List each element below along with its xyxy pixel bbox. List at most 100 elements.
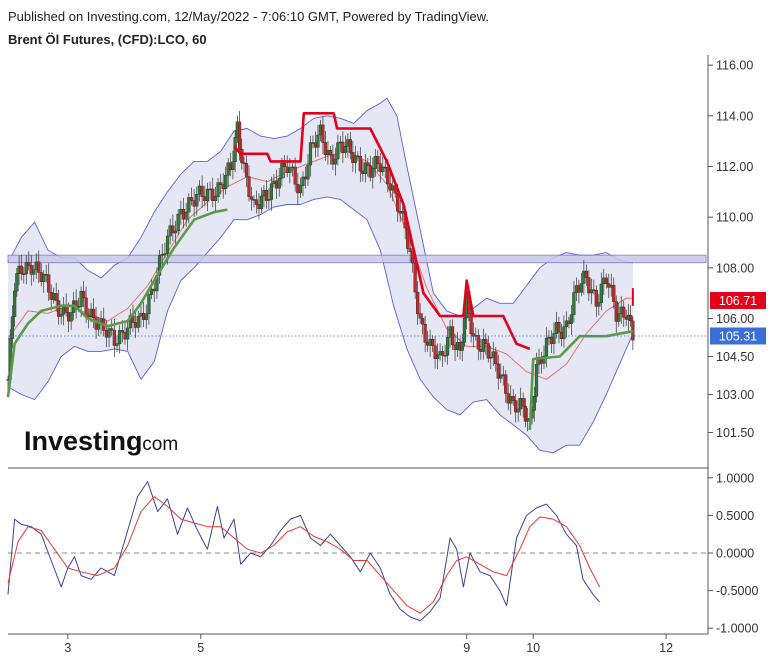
candle [489,346,493,370]
candle-body [348,139,352,153]
oscillator-signal-line [7,496,601,614]
candle-body [176,213,180,232]
candle-body [54,293,58,301]
candle-body [521,398,525,407]
price-tick-label: 114.00 [716,109,753,123]
logo-suffix-text: .com [137,434,178,455]
candle [599,272,603,311]
candle-body [19,265,23,274]
candle [484,333,488,355]
candle-body [269,183,274,200]
candle-body [569,314,573,324]
candle-body [328,149,333,155]
candle [552,322,556,355]
candle-body [579,283,583,293]
candle-body [333,158,337,165]
candle-body [192,200,196,207]
candle [187,193,191,224]
candle [328,145,333,165]
candle [27,251,31,271]
candle-body [173,230,178,234]
price-tick-label: 103.00 [716,388,754,402]
candle [189,187,194,206]
candle-body [84,297,88,316]
candle-body [411,251,415,264]
candle [163,242,167,259]
candle-body [282,163,287,168]
candle-body [486,343,490,359]
candle-body [208,188,212,191]
candle-body [160,254,164,256]
candle-body [197,185,202,195]
reference-price-badge: 105.31 [710,327,766,345]
candlesticks [6,111,635,432]
candle [136,310,140,333]
chart-symbol-title: Brent Öl Futures, (CFD):LCO, 60 [8,32,207,47]
candle [316,124,320,158]
candle-body [171,225,175,234]
bollinger-band-fill [8,98,633,453]
candle-body [24,262,28,275]
candle-body [544,338,549,357]
candle-body [37,261,41,273]
candle-body [353,155,357,163]
candle [572,281,576,323]
candle-body [134,322,138,328]
candle-body [110,328,114,331]
candle-body [316,134,320,148]
candle-body [120,330,124,333]
candle-body [408,248,412,252]
oscillator-tick-label: 1.0000 [716,471,754,485]
price-pane [6,97,707,454]
candle [579,272,583,297]
candle [333,147,337,176]
candle-body [216,182,220,198]
candle-body [534,363,539,397]
candle-body [274,180,279,189]
candle-body [376,156,380,164]
candle-body [57,300,61,317]
candle [91,298,96,329]
candle [244,155,249,188]
candle-body [82,290,86,299]
candle [42,270,46,293]
price-tick-label: 106.00 [716,312,754,326]
candle [614,295,618,333]
supertrend-down-line [233,112,531,351]
candle [371,157,375,189]
candle [110,319,114,337]
candle [323,131,328,161]
candle-body [184,211,188,220]
candle [19,254,23,281]
time-tick-label: 9 [463,641,470,655]
candle [617,302,621,327]
candle [532,386,536,422]
candle [363,153,367,183]
candle-body [494,351,498,365]
candle-body [363,162,367,174]
oscillator-main-line [7,481,600,622]
candle-body [599,283,603,303]
candle-body [296,183,300,194]
candle [523,398,528,428]
candle-body [203,196,207,201]
candle-body [469,312,473,334]
candle [118,325,122,354]
candle-body [211,188,215,201]
resistance-zone [7,254,707,264]
supertrend-up-line-2 [528,329,634,431]
oscillator-tick-label: 0.5000 [716,509,754,523]
candle [443,344,447,363]
candle-body [445,336,450,356]
candle-body [484,339,488,344]
publication-note: Published on Investing.com, 12/May/2022 … [8,9,490,24]
candle-body [358,155,362,172]
candle-body [219,182,223,185]
candle [213,186,218,213]
candle [301,171,305,197]
candle [219,173,223,195]
candle-body [126,327,130,340]
candle [584,264,588,286]
candle [431,335,435,353]
candle-body [254,199,259,205]
